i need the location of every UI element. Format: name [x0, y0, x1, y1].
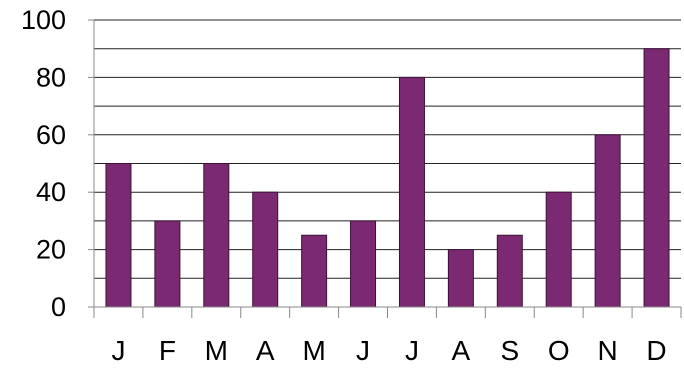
gridlines — [94, 19, 681, 279]
x-tick-label-0: J — [111, 335, 125, 364]
bar-5 — [350, 220, 377, 308]
x-tick-label-8: S — [500, 335, 519, 364]
axes — [88, 19, 682, 318]
bar-9 — [545, 191, 572, 308]
y-tick-label-60: 60 — [36, 120, 66, 150]
bars — [105, 48, 670, 308]
x-tick-label-2: M — [205, 335, 228, 364]
y-tick-label-20: 20 — [36, 235, 66, 265]
x-tick-label-6: J — [405, 335, 419, 364]
bar-6 — [398, 76, 425, 308]
bar-11 — [643, 48, 670, 308]
x-tick-label-5: J — [356, 335, 370, 364]
x-tick-label-9: O — [548, 335, 570, 364]
bar-8 — [496, 234, 523, 308]
x-tick-label-3: A — [256, 335, 275, 364]
bar-10 — [594, 134, 621, 308]
bar-2 — [203, 163, 230, 308]
bar-1 — [154, 220, 181, 308]
bar-7 — [447, 249, 474, 308]
bar-3 — [252, 191, 279, 308]
bar-4 — [301, 234, 328, 308]
y-tick-labels: 0 20 40 60 80 100 — [21, 5, 66, 322]
x-tick-label-1: F — [159, 335, 176, 364]
x-tick-label-4: M — [302, 335, 325, 364]
y-tick-label-0: 0 — [51, 292, 66, 322]
y-tick-label-40: 40 — [36, 177, 66, 207]
x-tick-label-10: N — [598, 335, 618, 364]
y-tick-label-80: 80 — [36, 62, 66, 92]
x-tick-label-7: A — [452, 335, 471, 364]
bar-0 — [105, 163, 132, 308]
y-tick-label-100: 100 — [21, 5, 66, 35]
x-tick-label-11: D — [646, 335, 666, 364]
